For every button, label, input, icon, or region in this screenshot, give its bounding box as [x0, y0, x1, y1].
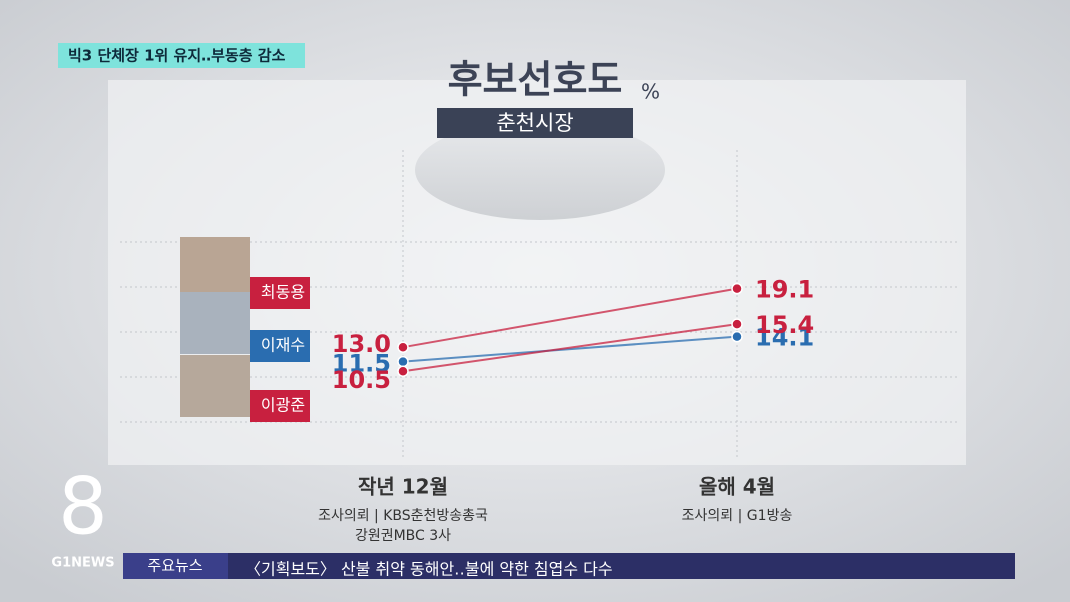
value-label: 15.4 — [755, 311, 814, 339]
legend-label: 최동용 — [261, 283, 305, 302]
ticker-label-bg — [123, 553, 228, 579]
photo — [180, 292, 250, 354]
name-tag-bg — [250, 390, 310, 422]
ticker-bg — [123, 553, 1015, 579]
point — [731, 330, 743, 343]
x-tick-label: 올해 4월 — [699, 475, 775, 499]
category-note: 강원권MBC 3사 — [355, 528, 451, 544]
ticker-text: 〈기획보도〉 산불 취약 동해안‥불에 약한 침엽수 다수 — [245, 560, 613, 579]
category-note: 조사의뢰 | KBS춘천방송총국 — [318, 508, 488, 524]
value-label: 10.5 — [332, 366, 391, 394]
value-label: 13.0 — [332, 330, 391, 358]
point — [397, 341, 409, 353]
point — [731, 318, 743, 330]
name-tag-bg — [250, 330, 310, 362]
logo-mark: 8 — [58, 462, 108, 552]
banner: 빅3 단체장 1위 유지‥부동층 감소 — [68, 47, 286, 65]
series-line — [402, 335, 738, 363]
series-line — [402, 323, 738, 373]
value-label: 11.5 — [332, 350, 391, 378]
photo — [180, 237, 250, 299]
point — [397, 365, 409, 377]
legend-label: 이광준 — [261, 396, 305, 415]
x-tick-label: 작년 12월 — [358, 475, 448, 499]
pie-deco — [415, 120, 665, 220]
point — [397, 355, 409, 368]
photo — [180, 355, 250, 417]
banner-bg — [58, 43, 305, 68]
name-tag-bg — [250, 277, 310, 309]
legend-label: 이재수 — [261, 336, 305, 355]
value-label: 14.1 — [755, 324, 814, 352]
ticker-label: 주요뉴스 — [147, 557, 202, 575]
logo-brand: G1NEWS — [51, 556, 114, 571]
point — [731, 282, 743, 295]
series-line — [402, 287, 738, 349]
category-note: 조사의뢰 | G1방송 — [682, 508, 793, 524]
subtitle-bg — [437, 108, 633, 138]
value-label: 19.1 — [755, 276, 814, 304]
chart-title: 후보선호도 — [448, 58, 623, 102]
subtitle: 춘천시장 — [496, 111, 573, 135]
unit: % — [641, 80, 660, 104]
